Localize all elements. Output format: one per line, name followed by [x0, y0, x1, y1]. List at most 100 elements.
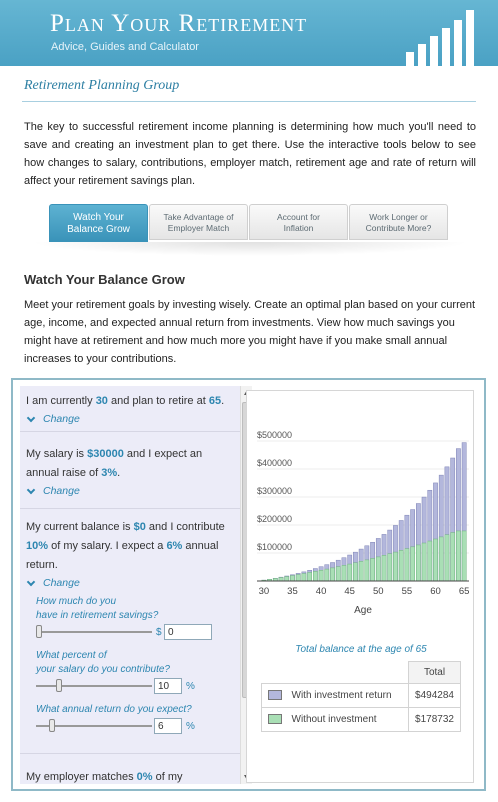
legend-swatch-without	[261, 707, 288, 732]
tab-watch-balance-grow[interactable]: Watch Your Balance Grow	[49, 204, 148, 242]
total-without-value: $178732	[408, 707, 461, 732]
bar-without-investment	[410, 546, 415, 582]
bar-without-investment	[416, 544, 421, 582]
bar-without-investment	[284, 576, 290, 582]
tab-label-line1: Watch Your	[73, 212, 124, 223]
chevron-down-icon	[26, 577, 36, 586]
employer-text: My employer matches 0% of my	[26, 771, 183, 783]
return-percent-unit: %	[186, 721, 195, 732]
tabs-shadow	[30, 242, 470, 256]
return-slider[interactable]	[36, 725, 152, 727]
tab-inflation[interactable]: Account for Inflation	[249, 204, 348, 240]
legend-label-with: With investment return	[287, 683, 409, 708]
legend-swatch-with	[261, 683, 288, 708]
bar-without-investment	[341, 565, 347, 582]
bar-without-investment	[290, 575, 295, 582]
y-tick-label: $300000	[257, 486, 292, 496]
group-title: Retirement Planning Group	[24, 78, 180, 93]
y-tick-label: $400000	[257, 458, 292, 468]
salary-text: My salary is $30000 and I expect an annu…	[26, 448, 203, 479]
bar-without-investment	[307, 572, 313, 582]
bar-without-investment	[387, 553, 393, 582]
divider	[22, 101, 476, 102]
x-axis-label: Age	[354, 605, 372, 616]
return-input[interactable]	[154, 718, 182, 734]
calculator-panel: I am currently 30 and plan to retire at …	[11, 378, 486, 791]
tab-label-line1: Account for	[277, 212, 320, 222]
bar-without-investment	[393, 551, 398, 582]
tab-label-line2: Employer Match	[167, 223, 230, 233]
y-tick-label: $500000	[257, 430, 292, 440]
bar-without-investment	[370, 558, 375, 582]
bar-without-investment	[404, 548, 410, 582]
section-description: Meet your retirement goals by investing …	[24, 299, 476, 365]
header-banner: Plan Your Retirement Advice, Guides and …	[0, 0, 498, 66]
bar-without-investment	[358, 561, 364, 582]
bar-chart-logo-icon	[378, 10, 498, 66]
legend-label-without: Without investment	[287, 707, 409, 732]
bar-without-investment	[318, 569, 324, 582]
x-tick-label: 55	[402, 586, 413, 597]
inputs-pane[interactable]: I am currently 30 and plan to retire at …	[20, 386, 240, 784]
percent-unit: %	[186, 681, 195, 692]
app-subtitle: Advice, Guides and Calculator	[51, 41, 199, 53]
x-tick-label: 50	[373, 586, 384, 597]
savings-slider-handle[interactable]	[36, 625, 42, 638]
percent-question: What percent of your salary do you contr…	[36, 650, 170, 675]
bar-without-investment	[375, 556, 381, 582]
bar-without-investment	[353, 562, 358, 582]
x-tick-label: 45	[344, 586, 355, 597]
results-pane: $100000 $200000 $300000 $400000 $500000 30 35 4…	[246, 390, 474, 783]
bar-without-investment	[313, 571, 318, 582]
return-slider-handle[interactable]	[49, 719, 56, 732]
percent-slider-handle[interactable]	[55, 679, 62, 692]
x-tick-label: 60	[430, 586, 441, 597]
bar-without-investment	[364, 559, 370, 582]
section-title: Watch Your Balance Grow	[24, 272, 185, 287]
bar-without-investment	[433, 538, 438, 582]
x-tick-label: 30	[259, 586, 270, 597]
total-with-value: $494284	[408, 683, 461, 708]
age-item: I am currently 30 and plan to retire at …	[20, 386, 240, 432]
percent-input[interactable]	[154, 678, 182, 694]
bar-without-investment	[347, 563, 353, 582]
total-balance-title: Total balance at the age of 65	[295, 644, 427, 655]
results-table: Total With investment return $494284 Wit…	[261, 661, 461, 732]
bar-without-investment	[450, 532, 456, 582]
tab-work-longer[interactable]: Work Longer or Contribute More?	[349, 204, 448, 240]
savings-input[interactable]	[164, 624, 212, 640]
bar-without-investment	[278, 577, 284, 582]
x-tick-label: 35	[287, 586, 298, 597]
tab-employer-match[interactable]: Take Advantage of Employer Match	[149, 204, 248, 240]
bar-without-investment	[335, 566, 341, 582]
bar-without-investment	[456, 530, 461, 582]
balance-text: My current balance is $0 and I contribut…	[26, 521, 225, 571]
age-text: I am currently 30 and plan to retire at …	[26, 395, 225, 407]
bar-without-investment	[427, 540, 433, 582]
employer-item: My employer matches 0% of my	[20, 768, 240, 784]
change-salary-link[interactable]: Change	[26, 485, 234, 497]
balance-item: My current balance is $0 and I contribut…	[20, 510, 240, 754]
bar-without-investment	[330, 567, 335, 582]
y-tick-label: $100000	[257, 542, 292, 552]
savings-slider[interactable]	[36, 631, 152, 633]
dollar-unit: $	[156, 627, 162, 638]
bar-without-investment	[444, 534, 450, 582]
bar-without-investment	[461, 530, 467, 582]
bar-without-investment	[295, 574, 301, 582]
return-slider-row: %	[36, 717, 234, 737]
intro-text: The key to successful retirement income …	[24, 121, 476, 187]
table-row: Without investment $178732	[261, 707, 461, 732]
table-row: With investment return $494284	[261, 683, 461, 708]
table-blank	[261, 661, 409, 684]
bar-without-investment	[381, 555, 387, 582]
percent-slider[interactable]	[36, 685, 152, 687]
bar-without-investment	[398, 550, 404, 582]
y-tick-label: $200000	[257, 514, 292, 524]
app-title: Plan Your Retirement	[50, 10, 308, 37]
change-balance-link[interactable]: Change	[26, 577, 234, 589]
savings-question: How much do you have in retirement savin…	[36, 596, 159, 621]
total-header: Total	[408, 661, 461, 684]
change-age-link[interactable]: Change	[26, 413, 234, 425]
tab-label-line2: Balance Grow	[67, 224, 130, 235]
